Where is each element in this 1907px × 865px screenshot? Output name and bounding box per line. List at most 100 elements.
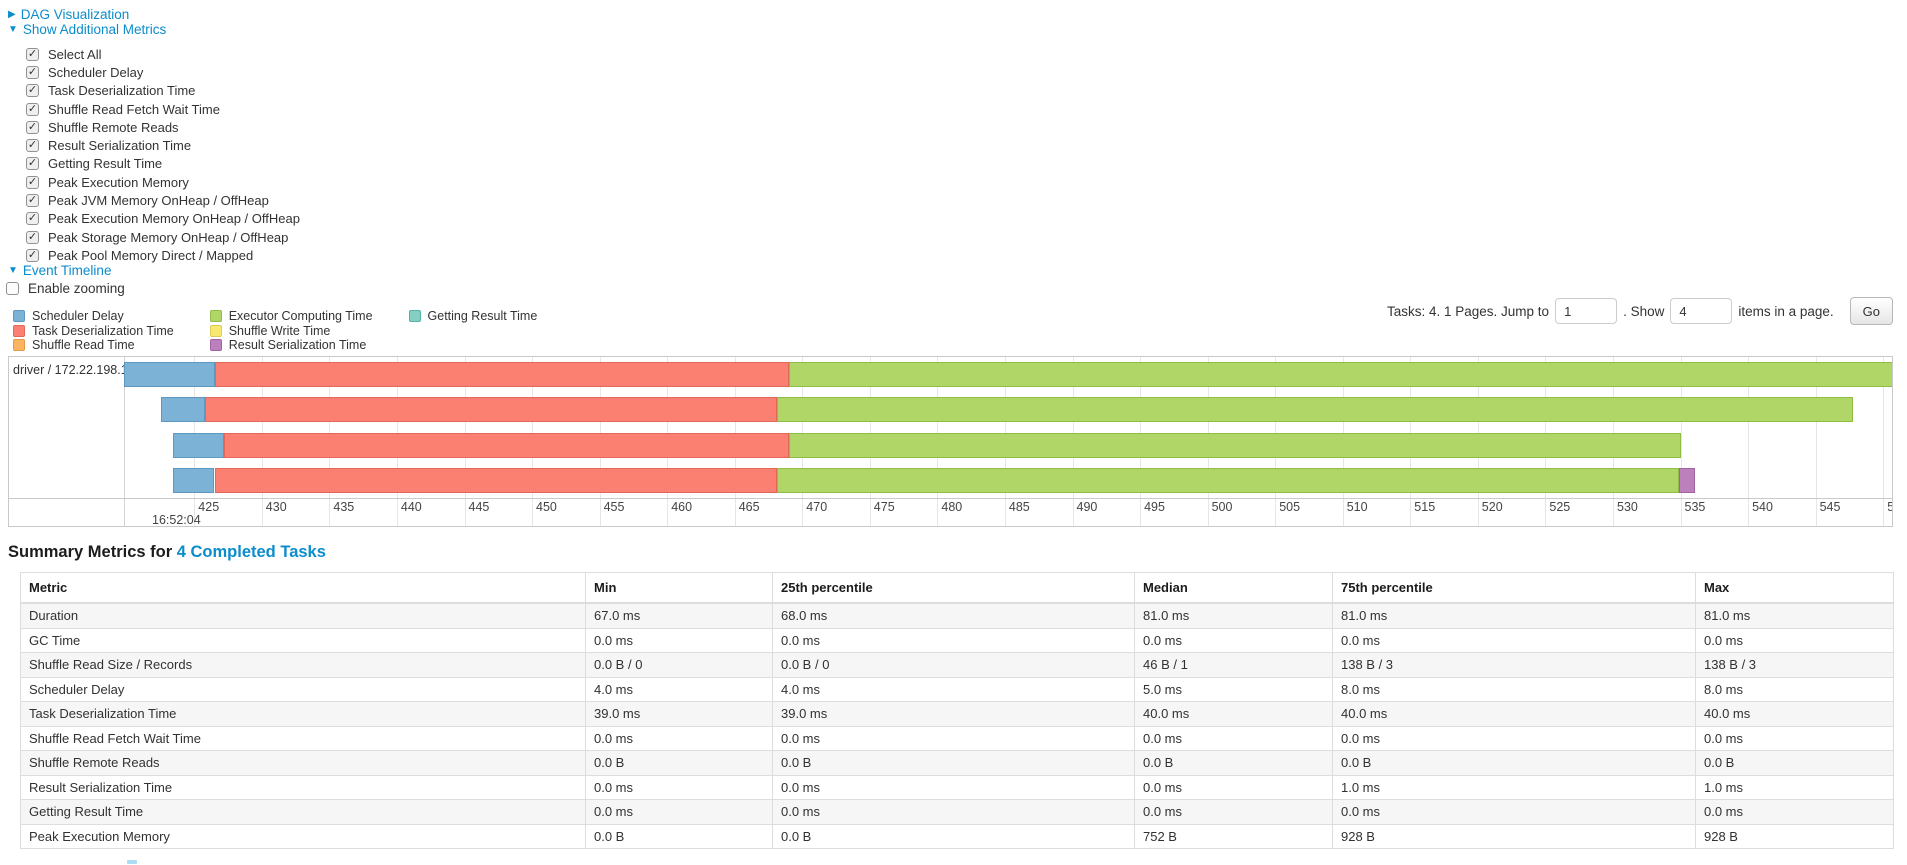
metric-name-cell: Peak Execution Memory	[20, 823, 586, 849]
metric-value-cell: 0.0 ms	[1695, 725, 1894, 751]
metric-value-cell: 0.0 B / 0	[585, 652, 773, 678]
gridline	[1680, 357, 1682, 526]
checkbox-icon[interactable]: ✓	[26, 84, 39, 98]
task-row-4-scheduler_delay-segment[interactable]	[172, 467, 215, 493]
gridline	[1815, 357, 1817, 526]
checkbox-icon[interactable]: ✓	[26, 230, 39, 244]
additional-metrics-checklist: ✓ Select All ✓ Scheduler Delay ✓ Task Deseria…	[26, 45, 300, 265]
toggle-dag-visualization[interactable]: ▶ DAG Visualization	[8, 7, 129, 22]
legend-swatch-icon	[209, 324, 222, 337]
checkbox-icon[interactable]: ✓	[26, 65, 39, 79]
metric-checkbox-row-0[interactable]: ✓ Select All	[26, 45, 300, 63]
task-row-1-scheduler_delay-segment[interactable]	[124, 362, 215, 387]
metric-value-cell: 0.0 B	[1332, 750, 1696, 776]
metric-checkbox-label: Peak Storage Memory OnHeap / OffHeap	[48, 229, 289, 245]
toggle-show-additional-metrics[interactable]: ▼ Show Additional Metrics	[8, 22, 166, 37]
gridline	[1748, 357, 1750, 526]
legend-label: Executor Computing Time	[228, 309, 373, 324]
checkbox-icon[interactable]: ✓	[26, 120, 39, 134]
summary-column-header: Max	[1695, 572, 1894, 604]
checkbox-icon[interactable]: ✓	[26, 102, 39, 116]
summary-row-2: Shuffle Read Size / Records 0.0 B / 0 0.0 …	[20, 652, 1894, 678]
checkbox-icon[interactable]: ✓	[26, 194, 39, 208]
metric-value-cell: 8.0 ms	[1695, 676, 1894, 702]
metric-checkbox-label: Shuffle Remote Reads	[48, 119, 179, 135]
axis-tick-label: 485	[1008, 500, 1030, 514]
go-button[interactable]: Go	[1849, 297, 1893, 325]
legend-swatch-icon	[209, 310, 222, 323]
checkbox-icon[interactable]: ✓	[26, 248, 39, 262]
legend-label: Shuffle Write Time	[228, 323, 331, 338]
checkbox-icon[interactable]: ✓	[26, 212, 39, 226]
enable-zooming-row[interactable]: Enable zooming	[6, 281, 125, 296]
metric-checkbox-row-7[interactable]: ✓ Peak Execution Memory	[26, 173, 300, 191]
metric-value-cell: 0.0 ms	[1332, 799, 1696, 825]
legend-label: Scheduler Delay	[32, 309, 124, 324]
task-row-1-executor_computing-segment[interactable]	[788, 362, 1892, 387]
legend-item-getting_result: Getting Result Time	[408, 309, 538, 324]
checkbox-icon[interactable]: ✓	[26, 157, 39, 171]
summary-row-8: Getting Result Time 0.0 ms 0.0 ms 0.0 ms 0.0…	[20, 799, 1894, 825]
summary-row-7: Result Serialization Time 0.0 ms 0.0 ms 0.0…	[20, 774, 1894, 800]
task-row-3-scheduler_delay-segment[interactable]	[172, 432, 224, 458]
metric-value-cell: 0.0 B / 0	[772, 652, 1135, 678]
metric-value-cell: 0.0 ms	[1134, 725, 1333, 751]
axis-tick-label: 480	[941, 500, 963, 514]
task-row-4-executor_computing-segment[interactable]	[776, 467, 1680, 493]
dag-visualization-label: DAG Visualization	[20, 7, 130, 22]
metric-checkbox-row-10[interactable]: ✓ Peak Storage Memory OnHeap / OffHeap	[26, 228, 300, 246]
checkbox-icon[interactable]: ✓	[26, 47, 39, 61]
metric-checkbox-row-2[interactable]: ✓ Task Deserialization Time	[26, 82, 300, 100]
axis-tick-label: 550	[1887, 500, 1892, 514]
legend-item-task_deserialization: Task Deserialization Time	[13, 324, 174, 339]
metric-value-cell: 0.0 ms	[1134, 799, 1333, 825]
axis-tick-label: 460	[671, 500, 693, 514]
metric-value-cell: 39.0 ms	[772, 701, 1135, 727]
task-row-3-task_deserialization-segment[interactable]	[224, 432, 789, 458]
enable-zooming-checkbox[interactable]	[6, 282, 19, 295]
task-row-3-executor_computing-segment[interactable]	[788, 432, 1681, 458]
metric-value-cell: 67.0 ms	[585, 602, 773, 629]
axis-tick-label: 525	[1549, 500, 1571, 514]
jump-to-page-input[interactable]	[1555, 298, 1618, 324]
metric-checkbox-row-6[interactable]: ✓ Getting Result Time	[26, 155, 300, 173]
checkbox-icon[interactable]: ✓	[26, 175, 39, 189]
axis-tick-label: 495	[1144, 500, 1165, 514]
legend-item-shuffle_write: Shuffle Write Time	[209, 323, 373, 339]
legend-label: Task Deserialization Time	[32, 323, 174, 338]
metric-checkbox-row-4[interactable]: ✓ Shuffle Remote Reads	[26, 118, 300, 136]
task-row-4-result_serialization-segment[interactable]	[1679, 467, 1696, 493]
legend-swatch-icon	[13, 310, 25, 323]
axis-tick-label: 455	[603, 500, 625, 514]
metric-checkbox-row-8[interactable]: ✓ Peak JVM Memory OnHeap / OffHeap	[26, 191, 300, 209]
task-row-2-scheduler_delay-segment[interactable]	[160, 397, 206, 423]
metric-checkbox-row-11[interactable]: ✓ Peak Pool Memory Direct / Mapped	[26, 246, 300, 264]
metric-value-cell: 0.0 ms	[772, 799, 1135, 825]
checkbox-icon[interactable]: ✓	[26, 139, 39, 153]
enable-zooming-label: Enable zooming	[28, 281, 125, 296]
metric-value-cell: 138 B / 3	[1695, 652, 1894, 678]
metric-checkbox-row-3[interactable]: ✓ Shuffle Read Fetch Wait Time	[26, 100, 300, 118]
summary-column-header: 75th percentile	[1332, 572, 1696, 604]
completed-tasks-link[interactable]: 4 Completed Tasks	[176, 543, 326, 561]
metric-checkbox-row-1[interactable]: ✓ Scheduler Delay	[26, 63, 300, 81]
metric-name-cell: Shuffle Read Size / Records	[20, 652, 586, 678]
metric-value-cell: 0.0 ms	[772, 725, 1135, 751]
task-row-4-task_deserialization-segment[interactable]	[214, 467, 777, 493]
task-row-2-executor_computing-segment[interactable]	[776, 397, 1854, 423]
metric-checkbox-label: Scheduler Delay	[48, 64, 144, 80]
metric-value-cell: 40.0 ms	[1695, 701, 1894, 727]
legend-swatch-icon	[209, 339, 222, 352]
metric-checkbox-row-5[interactable]: ✓ Result Serialization Time	[26, 136, 300, 154]
metric-value-cell: 0.0 B	[1134, 750, 1333, 776]
metric-name-cell: Result Serialization Time	[20, 774, 586, 800]
task-row-2-task_deserialization-segment[interactable]	[205, 397, 777, 423]
task-row-1-task_deserialization-segment[interactable]	[214, 362, 789, 387]
metric-checkbox-row-9[interactable]: ✓ Peak Execution Memory OnHeap / OffHeap	[26, 210, 300, 228]
items-per-page-input[interactable]	[1670, 298, 1733, 324]
summary-row-5: Shuffle Read Fetch Wait Time 0.0 ms 0.0 ms…	[20, 725, 1894, 751]
toggle-event-timeline[interactable]: ▼ Event Timeline	[8, 263, 111, 278]
legend-label: Getting Result Time	[427, 309, 538, 324]
axis-tick-label: 540	[1752, 500, 1773, 514]
metric-name-cell: Getting Result Time	[20, 799, 586, 825]
